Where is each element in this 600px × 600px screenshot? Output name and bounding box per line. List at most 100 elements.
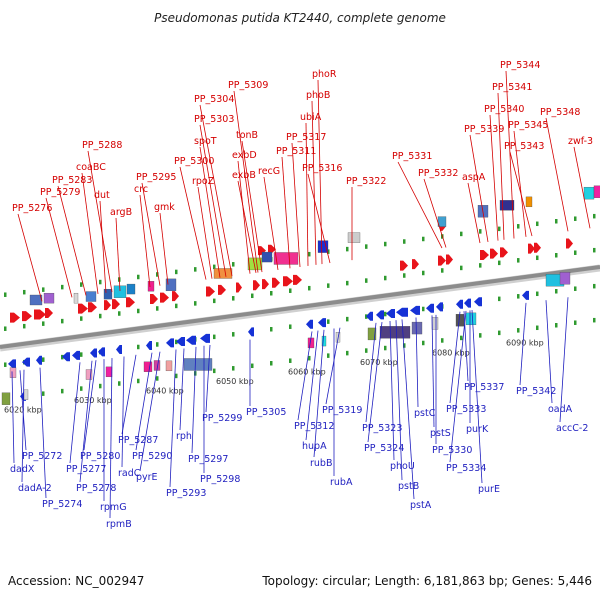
gene-label-rubA: rubA xyxy=(330,477,353,488)
gene-block xyxy=(455,314,465,327)
gene-label-radC: radC xyxy=(118,468,141,479)
guide-dot xyxy=(536,291,539,297)
gene-block xyxy=(143,361,153,372)
gene-block xyxy=(379,326,411,339)
bottom-leader-line xyxy=(395,320,403,481)
guide-dot xyxy=(42,287,45,292)
forward-gene-arrow xyxy=(22,311,32,322)
guide-dot xyxy=(365,278,368,283)
gene-block xyxy=(43,292,55,304)
guide-dot xyxy=(23,323,26,329)
guide-dot xyxy=(61,354,64,360)
guide-dot xyxy=(422,270,425,276)
bottom-leader-line xyxy=(431,315,435,428)
gene-label-tonB: tonB xyxy=(236,130,258,141)
reverse-gene-arrow xyxy=(98,347,105,357)
genome-backbone xyxy=(0,264,600,352)
top-leader-line xyxy=(291,142,301,268)
forward-gene-arrow xyxy=(528,243,535,254)
scale-tick-label: 6060 kbp xyxy=(288,368,326,377)
guide-dot xyxy=(289,324,292,329)
guide-dot xyxy=(555,253,558,258)
gene-block xyxy=(183,358,213,371)
gene-block xyxy=(103,288,113,300)
gene-label-pstS: pstS xyxy=(430,428,451,439)
reverse-gene-arrow xyxy=(116,345,122,355)
gene-label-PP_5330: PP_5330 xyxy=(432,445,472,456)
guide-dot xyxy=(80,352,83,357)
gene-block xyxy=(593,185,600,198)
scale-tick-label: 6070 kbp xyxy=(360,358,398,367)
gene-label-PP_5341: PP_5341 xyxy=(492,82,532,93)
bottom-leader-line xyxy=(121,356,125,468)
gene-label-exbD: exbD xyxy=(232,150,257,161)
guide-dot xyxy=(403,273,406,278)
guide-dot xyxy=(365,348,368,353)
guide-dot xyxy=(403,343,406,348)
reverse-gene-arrow xyxy=(318,318,326,328)
guide-dot xyxy=(574,320,577,325)
top-leader-line xyxy=(139,194,151,288)
scale-tick-label: 6040 kbp xyxy=(146,387,184,396)
bottom-leader-line xyxy=(135,352,153,451)
top-leader-line xyxy=(199,104,233,277)
bottom-leader-line xyxy=(39,367,47,499)
scale-tick-label: 6030 kbp xyxy=(74,396,112,405)
bottom-leader-line xyxy=(313,329,325,458)
scale-tick-label: 6080 kbp xyxy=(432,348,470,357)
gene-label-ubiA: ubiA xyxy=(300,112,322,123)
guide-dot xyxy=(137,344,140,350)
guide-dot xyxy=(118,311,121,316)
bottom-leader-line xyxy=(305,330,319,441)
gene-label-PP_5290: PP_5290 xyxy=(132,451,172,462)
reverse-gene-arrow xyxy=(36,355,42,365)
guide-dot xyxy=(422,340,425,346)
gene-label-argB: argB xyxy=(110,207,132,218)
guide-dot xyxy=(517,224,520,229)
bottom-leader-line xyxy=(79,360,93,483)
gene-block xyxy=(147,281,155,292)
top-leader-line xyxy=(197,186,213,279)
forward-gene-arrow xyxy=(283,276,293,287)
reverse-gene-arrow xyxy=(366,311,373,321)
guide-dot xyxy=(80,282,83,287)
gene-block xyxy=(105,366,113,378)
forward-gene-arrow xyxy=(566,238,573,249)
guide-dot xyxy=(61,318,64,324)
gene-label-PP_5277: PP_5277 xyxy=(66,464,106,475)
top-leader-line xyxy=(423,178,447,248)
guide-dot xyxy=(270,361,273,366)
reverse-gene-arrow xyxy=(62,352,70,362)
gene-label-rpmG: rpmG xyxy=(100,502,127,513)
gene-label-PP_5297: PP_5297 xyxy=(188,454,228,465)
gene-label-PP_5299: PP_5299 xyxy=(202,413,242,424)
guide-dot xyxy=(4,326,7,331)
gene-label-pstB: pstB xyxy=(398,481,419,492)
guide-dot xyxy=(517,258,520,263)
gene-label-PP_5316: PP_5316 xyxy=(302,163,342,174)
guide-dot xyxy=(80,386,83,391)
guide-dot xyxy=(308,251,311,257)
guide-dot xyxy=(289,288,292,293)
bottom-leader-line xyxy=(11,371,15,464)
reverse-gene-arrow xyxy=(176,337,185,347)
guide-dot xyxy=(23,289,26,295)
gene-label-PP_5323: PP_5323 xyxy=(362,423,402,434)
gene-label-PP_5280: PP_5280 xyxy=(80,451,120,462)
bottom-leader-line xyxy=(179,348,185,431)
gene-label-PP_5309: PP_5309 xyxy=(228,80,268,91)
gene-block xyxy=(559,272,571,285)
forward-gene-arrow xyxy=(480,250,489,260)
guide-dot xyxy=(99,279,102,285)
guide-dot xyxy=(4,362,7,367)
forward-gene-arrow xyxy=(112,299,120,310)
guide-dot xyxy=(422,236,425,242)
forward-gene-arrow xyxy=(400,260,408,271)
guide-dot xyxy=(137,274,140,280)
guide-dot xyxy=(555,219,558,224)
gene-label-recG: recG xyxy=(258,166,280,177)
gene-label-zwf-3: zwf-3 xyxy=(568,136,593,147)
forward-gene-arrow xyxy=(236,282,242,293)
gene-block xyxy=(273,252,299,265)
